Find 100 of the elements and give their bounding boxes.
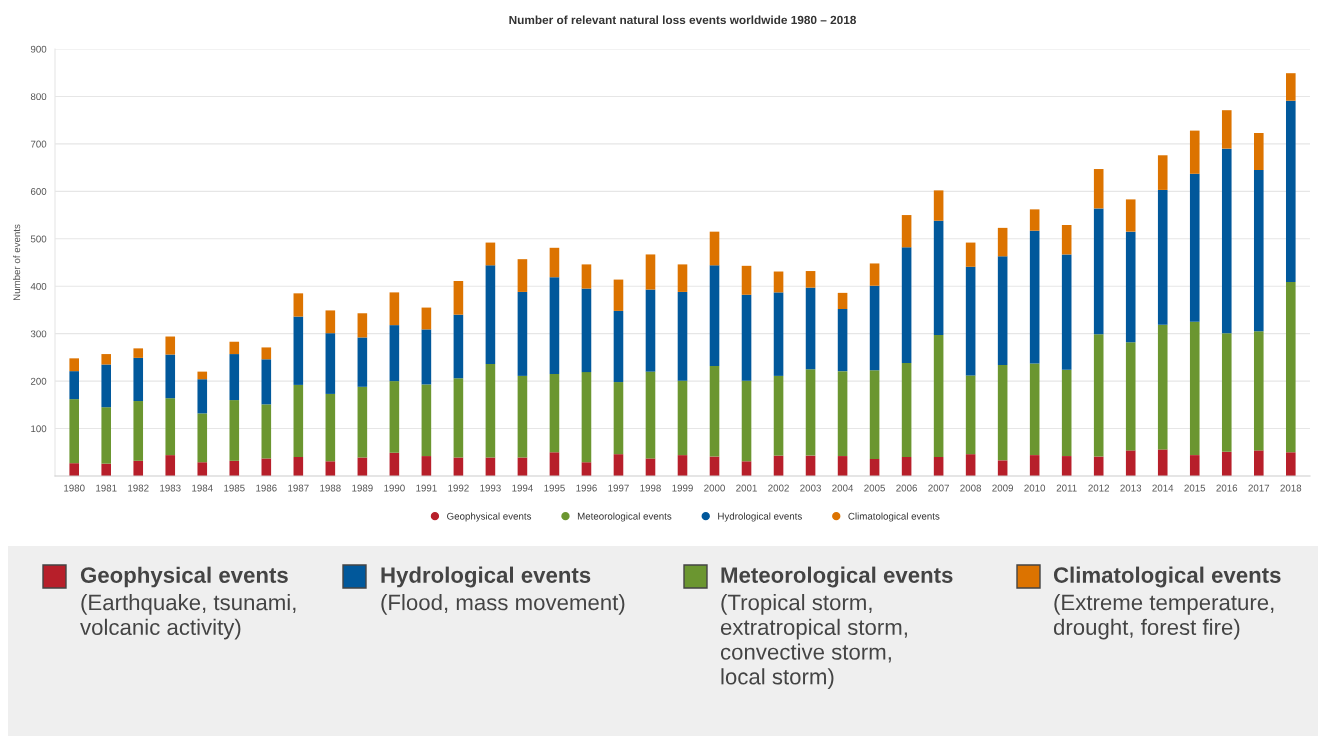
x-tick-label: 1992: [448, 484, 469, 492]
x-tick-label: 1993: [480, 484, 501, 492]
bar: [933, 190, 944, 221]
bar: [1285, 100, 1296, 282]
text: (Earthquake, tsunami, volcanic activity): [80, 594, 296, 640]
bar: [229, 354, 240, 401]
bar: [261, 347, 272, 360]
bar: [645, 458, 656, 476]
bar: [517, 259, 528, 292]
bar: [421, 329, 432, 385]
bar: [1221, 148, 1232, 334]
bar: [1189, 321, 1200, 456]
bar: [69, 463, 80, 476]
bar: [261, 359, 272, 405]
bar: [741, 265, 752, 295]
bar: [1157, 324, 1168, 450]
bar: [741, 294, 752, 381]
bar: [229, 341, 240, 355]
bar: [773, 292, 784, 376]
bar: [101, 407, 112, 464]
bar: [709, 231, 720, 266]
bar: [645, 289, 656, 372]
bar: [325, 333, 336, 394]
bar: [1221, 451, 1232, 476]
bar: [549, 452, 560, 476]
chart-title: Number of relevant natural loss events worldwide 1980 – 2018: [509, 15, 857, 25]
bar: [1253, 169, 1264, 332]
bar: [421, 384, 432, 457]
x-tick-label: 1997: [608, 484, 629, 492]
bar: [485, 457, 496, 476]
x-tick-label: 1981: [96, 484, 117, 492]
x-tick-label: 1982: [128, 484, 149, 492]
bar: [677, 264, 688, 292]
x-tick-label: 2004: [832, 484, 854, 492]
text: Geophysical events: [80, 566, 288, 588]
bar: [197, 379, 208, 414]
x-tick-label: 1985: [224, 484, 245, 492]
bar: [421, 307, 432, 330]
bar: [933, 220, 944, 336]
bar: [965, 242, 976, 267]
x-tick-label: 1998: [640, 484, 661, 492]
bar: [1189, 173, 1200, 322]
bar: [517, 457, 528, 476]
x-tick-label: 2013: [1120, 484, 1142, 492]
bar: [165, 398, 176, 456]
bar: [357, 313, 368, 338]
bar: [1125, 342, 1136, 451]
bar: [197, 371, 208, 380]
x-tick-label: 2014: [1152, 484, 1174, 492]
x-tick-label: 1990: [384, 484, 405, 492]
bar: [389, 381, 400, 453]
bar: [741, 380, 752, 462]
bar: [229, 460, 240, 476]
y-tick-label: 600: [30, 188, 47, 195]
bar: [325, 310, 336, 334]
x-tick-label: 1996: [576, 484, 597, 492]
bar: [1093, 334, 1104, 457]
bar: [69, 358, 80, 372]
x-tick-label: 1999: [672, 484, 693, 492]
bar: [101, 354, 112, 365]
x-tick-label: 2003: [800, 484, 821, 492]
legend-label: Meteorological events: [577, 512, 672, 522]
legend-label: Hydrological events: [718, 512, 802, 522]
x-tick-label: 2005: [864, 484, 885, 492]
x-tick-label: 1995: [544, 484, 565, 492]
bar: [69, 371, 80, 400]
bar: [453, 314, 464, 379]
bar: [453, 457, 464, 476]
bar: [325, 393, 336, 462]
x-tick-label: 2009: [992, 484, 1014, 492]
bar: [837, 456, 848, 476]
x-tick-label: 1984: [192, 484, 213, 492]
x-tick-label: 2012: [1088, 484, 1110, 492]
bar: [549, 373, 560, 453]
y-tick-label: 300: [30, 330, 47, 338]
bar: [133, 357, 144, 402]
bar: [1189, 455, 1200, 476]
x-tick-label: 2015: [1184, 484, 1206, 492]
bar: [645, 254, 656, 290]
bar: [869, 263, 880, 286]
bar: [293, 384, 304, 458]
x-tick-label: 2008: [960, 484, 982, 492]
x-tick-label: 2002: [768, 484, 789, 492]
y-tick-label: 700: [30, 140, 47, 148]
bar: [165, 455, 176, 476]
y-tick-label: 400: [30, 282, 47, 290]
bar: [485, 364, 496, 458]
bar: [1125, 450, 1136, 476]
x-tick-label: 2018: [1280, 484, 1302, 492]
bar: [1061, 254, 1072, 370]
bar: [869, 370, 880, 459]
bar: [165, 336, 176, 355]
bar: [69, 399, 80, 464]
bar: [997, 460, 1008, 476]
legend-label: Geophysical events: [447, 512, 532, 522]
x-tick-label: 2007: [928, 484, 949, 492]
bar: [677, 380, 688, 456]
bar: [549, 247, 560, 278]
bar: [773, 271, 784, 293]
bar: [997, 256, 1008, 365]
